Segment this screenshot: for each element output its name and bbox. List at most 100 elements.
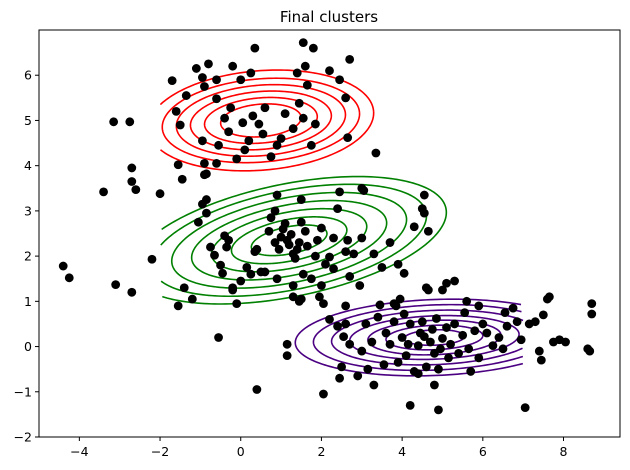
data-point-61 bbox=[246, 68, 256, 78]
data-point-101 bbox=[302, 241, 312, 251]
data-point-227 bbox=[434, 405, 443, 415]
data-point-2 bbox=[111, 280, 121, 289]
data-point-183 bbox=[430, 348, 439, 358]
data-point-166 bbox=[385, 339, 395, 349]
data-point-75 bbox=[224, 235, 234, 245]
data-point-112 bbox=[343, 235, 353, 245]
data-point-39 bbox=[260, 103, 270, 113]
data-point-174 bbox=[405, 319, 415, 329]
data-point-91 bbox=[280, 219, 290, 228]
data-point-198 bbox=[478, 319, 488, 329]
y-tick-label: −2 bbox=[14, 430, 32, 445]
data-point-117 bbox=[349, 249, 359, 259]
data-point-27 bbox=[214, 140, 223, 150]
data-point-66 bbox=[179, 283, 189, 293]
data-point-13 bbox=[171, 107, 181, 116]
data-point-86 bbox=[270, 206, 280, 216]
data-point-172 bbox=[401, 351, 411, 360]
data-point-149 bbox=[315, 292, 324, 302]
data-point-54 bbox=[325, 66, 334, 76]
data-point-180 bbox=[421, 362, 431, 372]
data-point-21 bbox=[204, 59, 213, 69]
data-point-115 bbox=[288, 281, 298, 290]
contour-0-level-0 bbox=[219, 103, 302, 138]
data-point-170 bbox=[397, 333, 407, 342]
data-point-143 bbox=[294, 296, 304, 306]
data-point-43 bbox=[280, 109, 290, 119]
data-point-194 bbox=[460, 308, 470, 318]
data-point-119 bbox=[369, 249, 379, 259]
plot-frame bbox=[38, 29, 621, 438]
data-point-5 bbox=[127, 163, 137, 173]
data-point-236 bbox=[534, 346, 544, 356]
data-point-30 bbox=[228, 61, 238, 71]
data-point-191 bbox=[450, 319, 459, 329]
data-point-79 bbox=[242, 263, 252, 272]
data-point-63 bbox=[236, 75, 246, 85]
data-point-80 bbox=[246, 269, 256, 279]
data-point-10 bbox=[155, 189, 165, 199]
data-point-94 bbox=[286, 230, 296, 239]
data-point-71 bbox=[206, 242, 215, 252]
contour-0-level-2 bbox=[189, 90, 333, 151]
y-tick-label: 6 bbox=[24, 68, 32, 83]
data-point-214 bbox=[561, 337, 570, 347]
data-point-141 bbox=[282, 351, 292, 360]
data-point-152 bbox=[333, 321, 342, 331]
data-point-32 bbox=[232, 154, 242, 164]
data-point-99 bbox=[296, 217, 306, 227]
data-point-235 bbox=[544, 292, 554, 302]
data-point-59 bbox=[371, 148, 381, 158]
data-point-0 bbox=[58, 261, 68, 271]
data-point-203 bbox=[502, 321, 512, 331]
data-point-137 bbox=[296, 195, 306, 204]
data-point-232 bbox=[389, 299, 399, 308]
data-point-133 bbox=[228, 285, 238, 295]
x-tick-label: 6 bbox=[479, 444, 487, 459]
data-point-154 bbox=[339, 332, 349, 342]
data-point-222 bbox=[450, 276, 459, 286]
data-point-206 bbox=[516, 335, 526, 345]
data-point-229 bbox=[335, 373, 344, 383]
data-point-24 bbox=[200, 159, 209, 168]
data-point-146 bbox=[218, 268, 227, 278]
y-tick-label: 3 bbox=[24, 203, 32, 218]
data-point-12 bbox=[167, 76, 177, 86]
y-tick-label: 0 bbox=[24, 339, 32, 354]
data-point-124 bbox=[409, 222, 419, 232]
data-point-106 bbox=[321, 259, 330, 269]
contour-0-level-1 bbox=[203, 96, 319, 145]
data-point-207 bbox=[520, 403, 530, 413]
data-point-210 bbox=[536, 355, 546, 365]
data-point-47 bbox=[302, 80, 312, 90]
data-point-184 bbox=[432, 314, 441, 323]
data-point-9 bbox=[127, 287, 137, 297]
data-point-73 bbox=[216, 260, 225, 270]
data-point-100 bbox=[300, 226, 310, 236]
data-point-4 bbox=[125, 117, 135, 127]
data-point-226 bbox=[405, 400, 415, 410]
data-point-42 bbox=[276, 134, 286, 143]
data-point-49 bbox=[310, 119, 320, 129]
data-point-144 bbox=[272, 274, 282, 284]
data-point-189 bbox=[444, 353, 453, 363]
x-tick-label: 2 bbox=[317, 444, 325, 459]
data-point-36 bbox=[248, 111, 258, 121]
data-point-224 bbox=[423, 285, 433, 295]
data-point-116 bbox=[329, 264, 338, 274]
data-point-16 bbox=[177, 174, 187, 184]
data-point-128 bbox=[423, 226, 433, 236]
data-point-165 bbox=[381, 328, 391, 338]
data-point-123 bbox=[399, 268, 409, 278]
data-point-57 bbox=[341, 93, 351, 103]
data-point-35 bbox=[244, 136, 254, 146]
data-point-153 bbox=[337, 362, 346, 372]
data-point-218 bbox=[585, 346, 595, 356]
data-point-93 bbox=[284, 240, 294, 250]
data-point-17 bbox=[181, 91, 191, 100]
data-point-196 bbox=[470, 326, 480, 336]
data-point-118 bbox=[357, 233, 367, 243]
contour-1-level-1 bbox=[230, 216, 348, 265]
data-point-67 bbox=[187, 294, 197, 304]
y-tick-label: 1 bbox=[24, 294, 32, 309]
